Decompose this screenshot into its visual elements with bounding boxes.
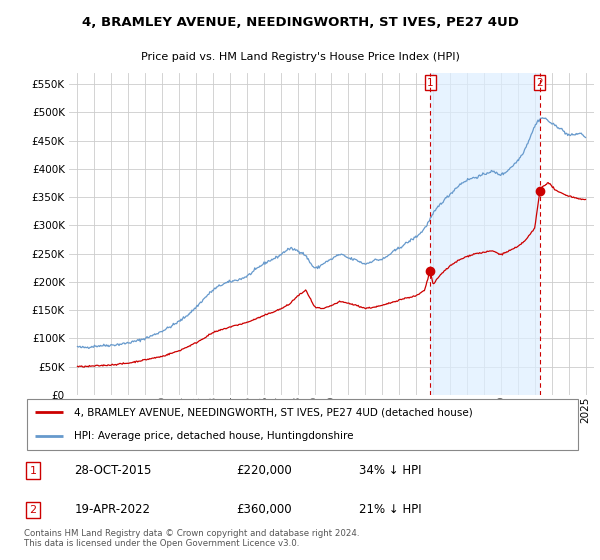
Text: 2: 2	[29, 505, 37, 515]
Text: £360,000: £360,000	[236, 503, 292, 516]
Bar	[430, 73, 540, 395]
Text: Price paid vs. HM Land Registry's House Price Index (HPI): Price paid vs. HM Land Registry's House …	[140, 53, 460, 62]
Text: 28-OCT-2015: 28-OCT-2015	[74, 464, 152, 477]
Text: 1: 1	[29, 466, 37, 475]
Text: Contains HM Land Registry data © Crown copyright and database right 2024.
This d: Contains HM Land Registry data © Crown c…	[24, 529, 359, 548]
Text: 1: 1	[427, 78, 434, 87]
Text: 21% ↓ HPI: 21% ↓ HPI	[359, 503, 421, 516]
Text: 4, BRAMLEY AVENUE, NEEDINGWORTH, ST IVES, PE27 4UD (detached house): 4, BRAMLEY AVENUE, NEEDINGWORTH, ST IVES…	[74, 408, 473, 418]
Text: 4, BRAMLEY AVENUE, NEEDINGWORTH, ST IVES, PE27 4UD: 4, BRAMLEY AVENUE, NEEDINGWORTH, ST IVES…	[82, 16, 518, 29]
Text: 2: 2	[536, 78, 543, 87]
Text: 34% ↓ HPI: 34% ↓ HPI	[359, 464, 421, 477]
Text: 19-APR-2022: 19-APR-2022	[74, 503, 150, 516]
Text: £220,000: £220,000	[236, 464, 292, 477]
FancyBboxPatch shape	[27, 399, 578, 450]
Text: HPI: Average price, detached house, Huntingdonshire: HPI: Average price, detached house, Hunt…	[74, 431, 354, 441]
